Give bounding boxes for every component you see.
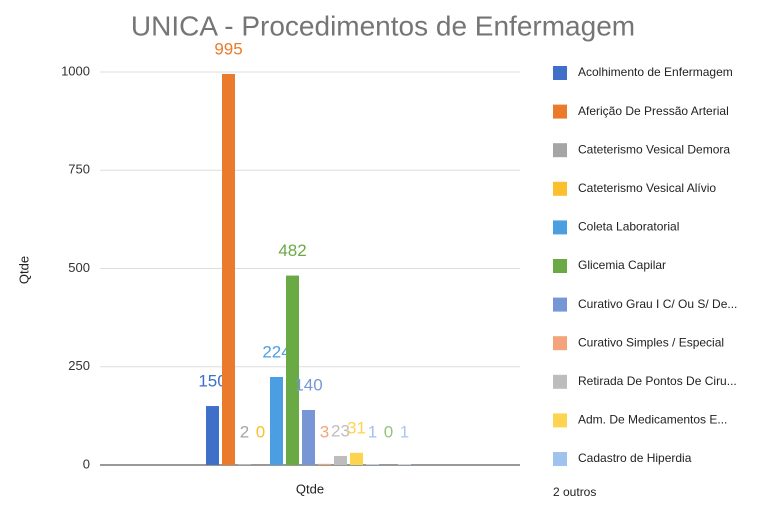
value-label: 3 — [320, 422, 329, 441]
value-label: 995 — [214, 39, 242, 58]
legend-label: Curativo Grau I C/ Ou S/ De... — [578, 297, 737, 311]
y-tick-label: 250 — [68, 358, 90, 373]
legend-label: Acolhimento de Enfermagem — [578, 65, 733, 79]
legend-label: Curativo Simples / Especial — [578, 335, 724, 349]
value-label: 482 — [278, 241, 306, 260]
bar — [238, 464, 251, 465]
value-label: 0 — [384, 422, 393, 441]
value-label: 2 — [240, 422, 249, 441]
value-label: 1 — [368, 422, 377, 441]
bar — [206, 406, 219, 465]
value-label: 23 — [331, 421, 350, 440]
bar — [270, 376, 283, 465]
legend-swatch — [553, 181, 567, 196]
value-label: 0 — [256, 422, 265, 441]
legend-label: Adm. De Medicamentos E... — [578, 413, 727, 427]
legend-label: Retirada De Pontos De Ciru... — [578, 374, 737, 388]
legend-label: Aferição De Pressão Arterial — [578, 104, 729, 118]
chart-title: UNICA - Procedimentos de Enfermagem — [131, 10, 635, 41]
y-tick-label: 500 — [68, 260, 90, 275]
legend-swatch — [553, 374, 567, 389]
bar — [318, 463, 331, 465]
y-tick-label: 1000 — [61, 63, 90, 78]
legend-label: Glicemia Capilar — [578, 258, 666, 272]
legend-swatch — [553, 66, 567, 80]
bar — [222, 73, 235, 465]
legend-swatch — [553, 104, 567, 119]
bar — [334, 455, 347, 465]
y-tick-label: 750 — [68, 162, 90, 177]
y-axis-title: Qtde — [16, 256, 31, 284]
legend-swatch — [553, 297, 567, 312]
legend-swatch — [553, 143, 567, 158]
y-tick-label: 0 — [83, 456, 90, 471]
legend-label: Cateterismo Vesical Alívio — [578, 181, 716, 195]
value-label: 140 — [294, 375, 322, 394]
x-tick-label: Qtde — [296, 481, 324, 496]
legend-more: 2 outros — [553, 485, 596, 499]
bar — [286, 275, 299, 465]
bar — [350, 452, 363, 465]
value-label: 31 — [347, 418, 366, 437]
value-label: 224 — [262, 342, 290, 361]
legend-swatch — [553, 220, 567, 235]
legend-swatch — [553, 336, 567, 351]
value-label: 1 — [400, 422, 409, 441]
legend-swatch — [553, 452, 567, 466]
legend-label: Coleta Laboratorial — [578, 220, 679, 234]
bar — [302, 409, 315, 465]
legend-swatch — [553, 259, 567, 273]
value-label: 150 — [198, 372, 226, 391]
legend-label: Cateterismo Vesical Demora — [578, 142, 730, 156]
legend-swatch — [553, 413, 567, 428]
legend-label: Cadastro de Hiperdia — [578, 451, 692, 465]
